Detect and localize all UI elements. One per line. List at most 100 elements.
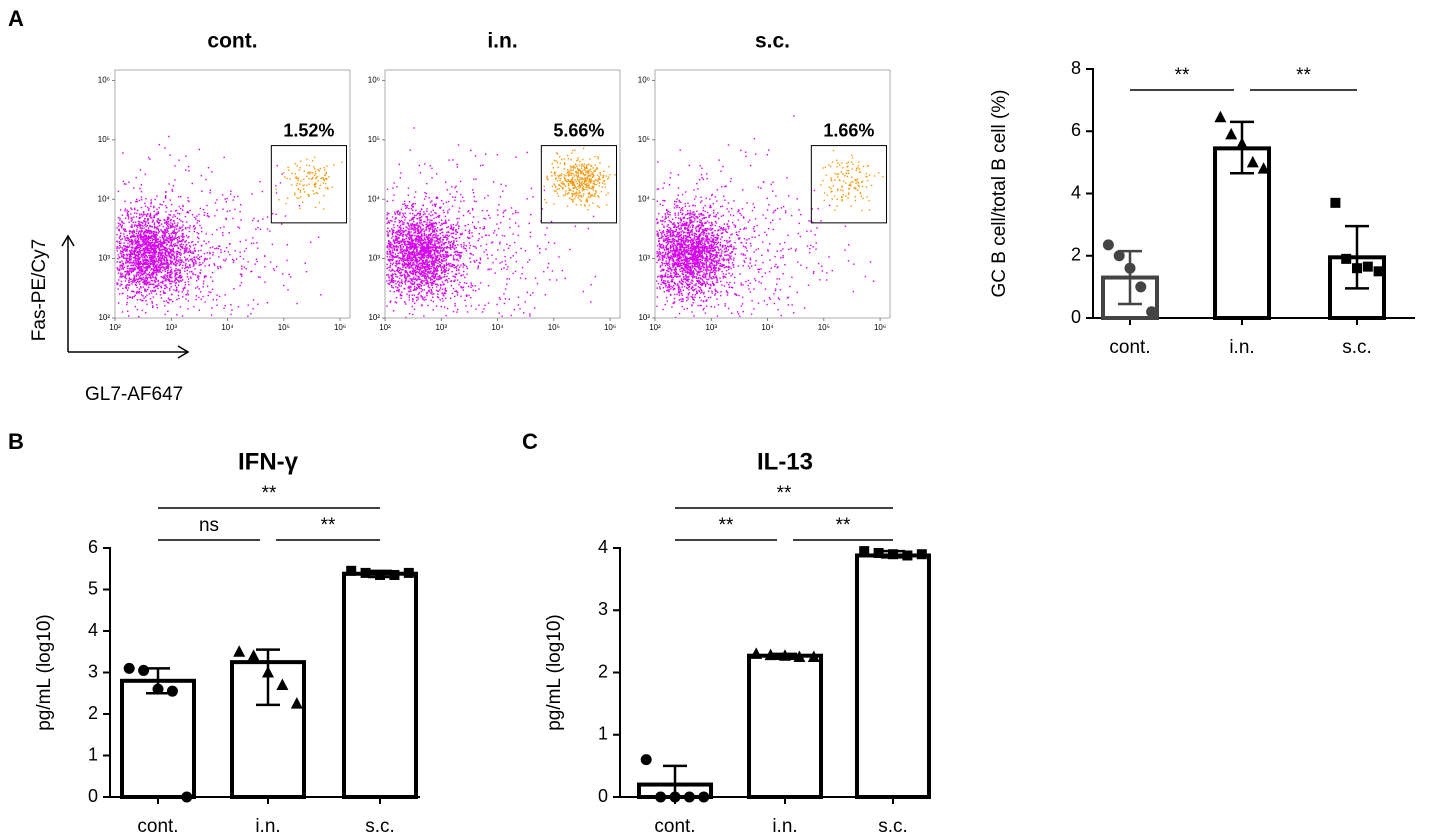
event-dot xyxy=(133,253,136,256)
gate-dot xyxy=(284,176,286,178)
gate-dot xyxy=(594,179,597,181)
event-dot xyxy=(140,190,143,193)
event-dot xyxy=(122,233,125,235)
event-dot xyxy=(139,216,142,219)
event-dot xyxy=(125,248,127,250)
event-dot xyxy=(391,286,393,288)
event-dot xyxy=(143,220,146,222)
event-dot xyxy=(117,269,120,271)
event-dot xyxy=(414,251,416,254)
event-dot xyxy=(182,243,184,246)
event-dot xyxy=(392,240,395,242)
event-dot xyxy=(143,232,145,234)
event-dot xyxy=(430,288,432,291)
event-dot xyxy=(412,264,414,266)
event-dot xyxy=(181,239,183,241)
event-dot xyxy=(473,200,476,202)
event-dot xyxy=(145,262,147,264)
event-dot xyxy=(401,250,403,253)
event-dot xyxy=(416,252,418,255)
event-dot xyxy=(161,251,164,253)
event-dot xyxy=(133,187,135,189)
event-dot xyxy=(446,251,449,253)
event-dot xyxy=(421,264,424,266)
event-dot xyxy=(166,228,169,230)
flow-title: i.n. xyxy=(487,30,517,53)
event-dot xyxy=(171,280,173,283)
event-dot xyxy=(413,251,415,253)
event-dot xyxy=(429,250,431,253)
gate-dot xyxy=(286,197,289,199)
event-dot xyxy=(419,256,422,259)
gate-dot xyxy=(322,177,325,179)
event-dot xyxy=(434,273,436,276)
event-dot xyxy=(475,259,478,262)
event-dot xyxy=(137,237,140,239)
event-dot xyxy=(423,234,426,236)
event-dot xyxy=(173,252,175,254)
event-dot xyxy=(136,212,138,215)
gate-dot xyxy=(294,173,297,175)
event-dot xyxy=(430,279,432,281)
event-dot xyxy=(122,245,125,247)
event-dot xyxy=(139,227,142,229)
event-dot xyxy=(159,249,162,252)
event-dot xyxy=(416,266,419,268)
event-dot xyxy=(386,233,389,236)
event-dot xyxy=(199,291,202,293)
event-dot xyxy=(173,281,175,283)
event-dot xyxy=(163,258,165,260)
event-dot xyxy=(156,245,158,247)
event-dot xyxy=(158,284,160,286)
event-dot xyxy=(411,263,413,266)
event-dot xyxy=(393,226,395,229)
event-dot xyxy=(406,256,408,258)
event-dot xyxy=(439,276,441,279)
event-dot xyxy=(135,248,137,251)
event-dot xyxy=(425,227,427,229)
event-dot xyxy=(166,259,168,262)
event-dot xyxy=(133,216,135,218)
event-dot xyxy=(146,249,148,251)
gate-dot xyxy=(593,186,595,188)
event-dot xyxy=(445,267,448,269)
event-dot xyxy=(219,227,222,229)
event-dot xyxy=(416,258,418,261)
gate-dot xyxy=(556,192,559,195)
event-dot xyxy=(140,266,143,268)
event-dot xyxy=(400,257,403,260)
event-dot xyxy=(442,249,444,252)
event-dot xyxy=(403,215,406,218)
event-dot xyxy=(394,242,396,245)
event-dot xyxy=(411,223,414,225)
event-dot xyxy=(406,240,409,243)
event-dot xyxy=(146,283,148,285)
event-dot xyxy=(413,229,415,231)
event-dot xyxy=(121,273,124,275)
event-dot xyxy=(404,259,406,262)
event-dot xyxy=(197,250,200,252)
event-dot xyxy=(179,262,181,264)
event-dot xyxy=(390,280,392,283)
event-dot xyxy=(250,242,253,245)
event-dot xyxy=(158,243,160,245)
event-dot xyxy=(419,253,422,256)
event-dot xyxy=(387,273,389,276)
event-dot xyxy=(158,249,161,252)
event-dot xyxy=(275,265,278,268)
event-dot xyxy=(221,194,224,196)
event-dot xyxy=(412,259,415,261)
event-dot xyxy=(389,301,391,304)
event-dot xyxy=(153,235,155,237)
event-dot xyxy=(429,272,431,275)
event-dot xyxy=(174,227,176,229)
event-dot xyxy=(263,255,266,257)
event-dot xyxy=(485,249,487,251)
event-dot xyxy=(451,270,453,273)
gate-dot xyxy=(551,175,553,177)
event-dot xyxy=(499,262,501,264)
event-dot xyxy=(159,219,161,222)
event-dot xyxy=(229,193,232,195)
event-dot xyxy=(158,251,160,254)
event-dot xyxy=(166,260,168,263)
